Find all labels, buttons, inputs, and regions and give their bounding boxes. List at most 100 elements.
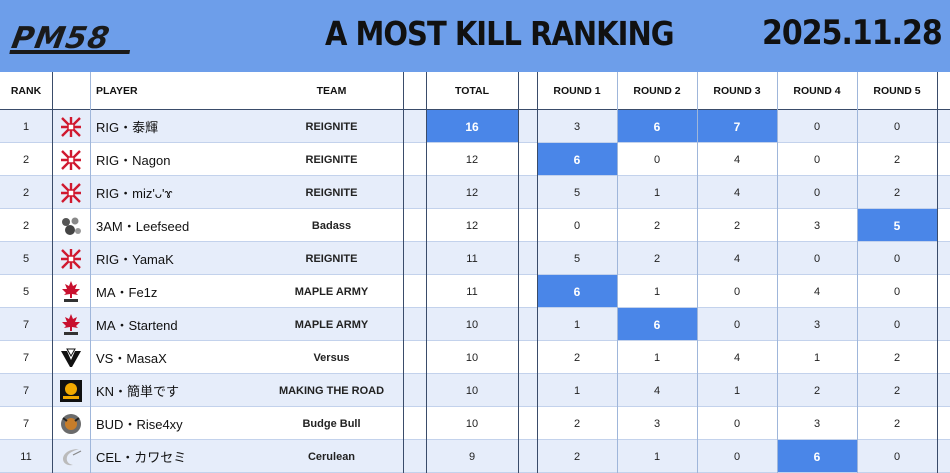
row-divider: [0, 274, 950, 275]
row-divider: [0, 241, 950, 242]
team-name: Badass: [311, 219, 352, 232]
column-divider: [617, 72, 618, 473]
team-name: MAPLE ARMY: [294, 285, 369, 298]
ranking-table: RANK PLAYER TEAM TOTAL ROUND 1 ROUND 2 ROUND 3…: [0, 72, 950, 473]
round-1-kills-cell: 2: [573, 450, 581, 463]
round-2-kills-cell: 2: [653, 252, 661, 265]
cerulean-logo-icon: [59, 445, 83, 469]
row-divider: [0, 142, 950, 143]
round-2-kills-cell: 4: [653, 384, 661, 397]
round-5-kills-cell: 2: [893, 384, 901, 397]
player-name: KN・簡単です: [96, 384, 180, 399]
rank-cell: 2: [22, 153, 30, 166]
team-name: MAPLE ARMY: [294, 318, 369, 331]
total-kills-cell: 10: [465, 417, 479, 430]
round-1-kills-cell: 2: [573, 417, 581, 430]
team-logo-cell: [52, 143, 90, 176]
row-divider: [0, 175, 950, 176]
row-divider: [0, 373, 950, 374]
table-header-row: RANK PLAYER TEAM TOTAL ROUND 1 ROUND 2 ROUND 3…: [0, 72, 950, 110]
column-header-player: PLAYER: [96, 85, 138, 97]
row-divider: [0, 340, 950, 341]
total-kills-cell: 10: [465, 351, 479, 364]
table-row: 2 RIG・miz'ᴗ'ɤ REIGNITE 12 5 1 4 0 2: [0, 176, 950, 209]
column-header-round-1: ROUND 1: [553, 85, 601, 97]
round-5-kills-cell: 0: [893, 252, 901, 265]
column-header-team: TEAM: [316, 85, 347, 97]
player-name: MA・Fe1z: [96, 285, 158, 300]
round-4-kills-cell: 0: [813, 153, 821, 166]
round-5-kills-cell: 0: [893, 450, 901, 463]
round-3-kills-cell: 2: [733, 219, 741, 232]
table-row: 1 RIG・泰輝 REIGNITE 16 3 6 7 0 0: [0, 110, 950, 143]
event-date: 2025.11.28: [762, 13, 943, 54]
round-3-kills-cell: 7: [697, 110, 777, 143]
rank-cell: 2: [22, 219, 30, 232]
round-2-kills-cell: 0: [653, 153, 661, 166]
rank-cell: 2: [22, 186, 30, 199]
page-title: A MOST KILL RANKING: [325, 14, 675, 54]
making-the-road-logo-icon: [59, 379, 83, 403]
badass-logo-icon: [59, 214, 83, 238]
budge-bull-logo-icon: [59, 412, 83, 436]
round-4-kills-cell: 1: [813, 351, 821, 364]
team-logo-cell: [52, 440, 90, 473]
rank-cell: 7: [22, 384, 30, 397]
rank-cell: 11: [20, 450, 32, 463]
round-1-kills-cell: 1: [573, 318, 581, 331]
column-divider: [537, 72, 538, 473]
rank-cell: 7: [22, 417, 30, 430]
round-1-kills-cell: 6: [537, 143, 617, 176]
row-divider: [0, 208, 950, 209]
round-2-kills-cell: 6: [617, 110, 697, 143]
round-3-kills-cell: 0: [733, 318, 741, 331]
column-divider: [426, 72, 427, 473]
team-logo-cell: [52, 308, 90, 341]
round-3-kills-cell: 4: [733, 153, 741, 166]
player-name: RIG・Nagon: [96, 153, 171, 168]
column-divider: [857, 72, 858, 473]
reignite-logo-icon: [59, 115, 83, 139]
table-row: 5 RIG・YamaK REIGNITE 11 5 2 4 0 0: [0, 242, 950, 275]
total-kills-cell: 11: [466, 252, 478, 265]
round-5-kills-cell: 0: [893, 318, 901, 331]
row-divider: [0, 406, 950, 407]
round-3-kills-cell: 1: [733, 384, 741, 397]
total-kills-cell: 16: [426, 110, 518, 143]
round-2-kills-cell: 2: [653, 219, 661, 232]
round-4-kills-cell: 3: [813, 219, 821, 232]
round-4-kills-cell: 2: [813, 384, 821, 397]
team-name: MAKING THE ROAD: [278, 384, 385, 397]
column-header-round-2: ROUND 2: [633, 85, 681, 97]
rank-cell: 7: [22, 318, 30, 331]
player-name: MA・Startend: [96, 318, 178, 333]
round-4-kills-cell: 0: [813, 252, 821, 265]
column-divider: [52, 72, 53, 473]
round-1-kills-cell: 1: [573, 384, 581, 397]
total-kills-cell: 11: [466, 285, 478, 298]
column-header-round-5: ROUND 5: [873, 85, 921, 97]
round-5-kills-cell: 2: [893, 351, 901, 364]
player-name: 3AM・Leefseed: [96, 219, 190, 234]
round-4-kills-cell: 6: [777, 440, 857, 473]
team-logo-cell: [52, 374, 90, 407]
row-divider: [0, 439, 950, 440]
round-5-kills-cell: 5: [857, 209, 937, 242]
column-divider: [90, 72, 91, 473]
team-name: REIGNITE: [305, 252, 358, 265]
team-name: Versus: [313, 351, 350, 364]
team-name: Cerulean: [307, 450, 356, 463]
round-5-kills-cell: 2: [893, 186, 901, 199]
column-header-round-4: ROUND 4: [793, 85, 841, 97]
table-row: 7 VS・MasaX Versus 10 2 1 4 1 2: [0, 341, 950, 374]
rank-cell: 7: [22, 351, 30, 364]
player-name: RIG・泰輝: [96, 120, 159, 135]
round-4-kills-cell: 0: [813, 186, 821, 199]
team-logo-cell: [52, 275, 90, 308]
column-header-rank: RANK: [10, 85, 42, 97]
column-divider: [937, 72, 938, 473]
round-3-kills-cell: 4: [733, 351, 741, 364]
table-row: 2 RIG・Nagon REIGNITE 12 6 0 4 0 2: [0, 143, 950, 176]
column-divider: [697, 72, 698, 473]
team-logo-cell: [52, 176, 90, 209]
